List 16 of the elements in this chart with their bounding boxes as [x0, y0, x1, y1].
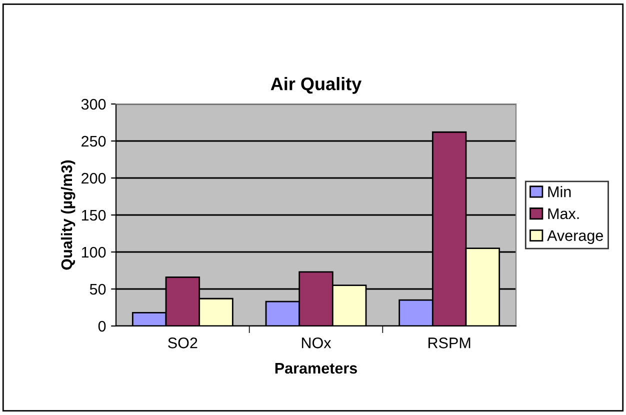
legend-label: Max. [548, 208, 579, 220]
x-tick-label: SO2 [168, 338, 198, 348]
x-axis-title: Parameters [275, 363, 357, 374]
y-axis-title: Quality (µg/m3) [60, 160, 76, 270]
y-tick-label: 300 [81, 98, 106, 110]
x-tick-label: RSPM [428, 338, 470, 348]
y-tick-label: 0 [98, 320, 106, 332]
legend-label: Average [547, 230, 603, 244]
y-tick-label: 100 [82, 246, 106, 258]
y-tick-label: 250 [82, 136, 106, 147]
chart-title: Air Quality [270, 77, 362, 94]
x-tick-label: NOx [302, 338, 332, 348]
y-tick-label: 200 [82, 172, 106, 184]
y-tick-label: 50 [90, 284, 106, 295]
legend-label: Min [548, 186, 571, 198]
y-tick-label: 150 [82, 210, 106, 221]
